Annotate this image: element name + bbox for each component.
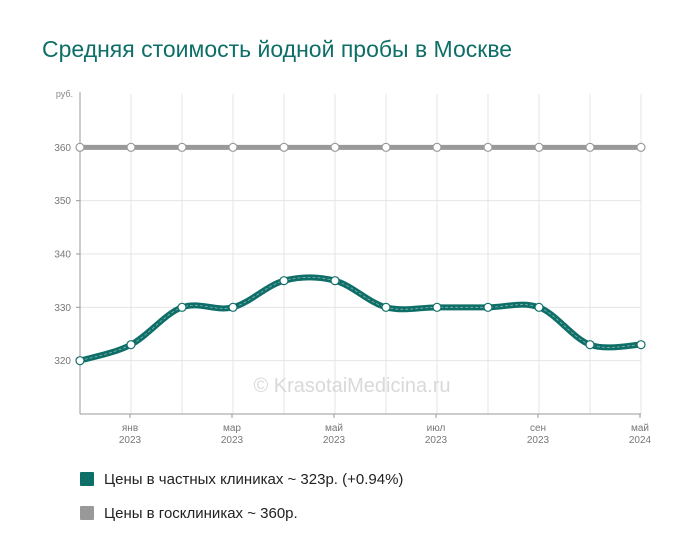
legend-label-private: Цены в частных клиниках ~ 323р. (+0.94%) — [104, 470, 404, 488]
legend-swatch-private — [80, 472, 94, 486]
series-line-texture-private — [79, 276, 642, 362]
x-tick-label-month: сен — [530, 423, 546, 434]
data-point-private — [330, 276, 340, 286]
data-point-private — [228, 302, 238, 312]
data-point-private — [636, 340, 646, 350]
y-tick-label: 340 — [54, 250, 71, 261]
watermark-layer: © KrasotaiMedicina.ru — [253, 375, 450, 397]
data-point-private — [585, 340, 595, 350]
data-point-public — [228, 142, 238, 152]
y-tick-label: 350 — [54, 196, 71, 207]
legend-label-public: Цены в госклиниках ~ 360р. — [104, 504, 298, 522]
x-tick-label-month: июл — [427, 423, 446, 434]
data-point-private — [75, 356, 85, 366]
data-point-public — [636, 142, 646, 152]
x-tick-label-year: 2023 — [119, 435, 142, 446]
x-tick-label-month: май — [325, 423, 343, 434]
y-tick-label: 330 — [54, 303, 71, 314]
data-point-private — [381, 302, 391, 312]
legend: Цены в частных клиниках ~ 323р. (+0.94%)… — [80, 462, 403, 530]
data-point-private — [126, 340, 136, 350]
x-tick-label-month: мар — [223, 423, 241, 434]
x-tick-label-year: 2023 — [425, 435, 448, 446]
data-point-public — [279, 142, 289, 152]
chart-title: Средняя стоимость йодной пробы в Москве — [42, 36, 513, 62]
data-point-private — [177, 302, 187, 312]
grid — [80, 94, 642, 414]
data-point-public — [126, 142, 136, 152]
series-layer — [75, 142, 646, 366]
y-axis-unit-label: руб. — [56, 89, 73, 99]
x-tick-label-year: 2023 — [323, 435, 346, 446]
data-point-public — [534, 142, 544, 152]
x-tick-label-year: 2024 — [629, 435, 652, 446]
x-tick-label-month: янв — [122, 423, 138, 434]
data-point-private — [432, 302, 442, 312]
x-tick-label-year: 2023 — [527, 435, 550, 446]
data-point-public — [432, 142, 442, 152]
watermark: © KrasotaiMedicina.ru — [253, 375, 450, 397]
x-tick-label-month: май — [631, 423, 649, 434]
data-point-public — [483, 142, 493, 152]
data-point-public — [75, 142, 85, 152]
y-tick-label: 360 — [54, 143, 71, 154]
legend-item-private[interactable]: Цены в частных клиниках ~ 323р. (+0.94%) — [80, 462, 403, 496]
legend-item-public[interactable]: Цены в госклиниках ~ 360р. — [80, 496, 403, 530]
data-point-public — [585, 142, 595, 152]
data-point-public — [330, 142, 340, 152]
data-point-private — [534, 302, 544, 312]
y-tick-label: 320 — [54, 356, 71, 367]
line-chart: 320330340350360руб.янв2023мар2023май2023… — [54, 89, 652, 446]
data-point-private — [483, 302, 493, 312]
data-point-private — [279, 276, 289, 286]
data-point-public — [381, 142, 391, 152]
x-tick-label-year: 2023 — [221, 435, 244, 446]
data-point-public — [177, 142, 187, 152]
legend-swatch-public — [80, 506, 94, 520]
